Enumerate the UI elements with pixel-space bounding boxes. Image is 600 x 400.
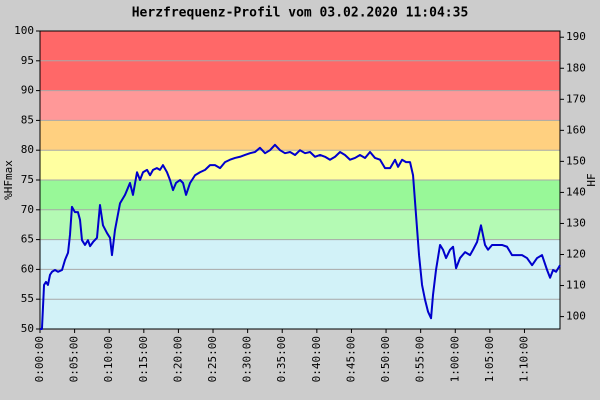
y-tick-label: 100	[14, 24, 34, 37]
y2-axis-label: HF	[585, 173, 598, 186]
y2-tick-label: 130	[566, 216, 586, 229]
y-tick-label: 55	[21, 292, 34, 305]
y2-tick-label: 190	[566, 30, 586, 43]
x-tick-label: 0:00:00	[33, 336, 46, 382]
zone-band	[40, 120, 560, 151]
zone-band	[40, 180, 560, 210]
x-tick-label: 0:35:00	[275, 336, 288, 382]
y-tick-label: 75	[21, 173, 34, 186]
y2-tick-label: 120	[566, 248, 586, 261]
hr-line	[40, 143, 561, 330]
y-tick-label: 70	[21, 203, 34, 216]
y-axis-label: %HFmax	[2, 160, 15, 200]
y-tick-label: 60	[21, 262, 34, 275]
x-tick-label: 0:40:00	[310, 336, 323, 382]
y2-tick-label: 150	[566, 154, 586, 167]
x-tick-label: 0:50:00	[379, 336, 392, 382]
x-tick-label: 0:30:00	[241, 336, 254, 382]
x-tick-label: 0:15:00	[137, 336, 150, 382]
y2-tick-label: 140	[566, 185, 586, 198]
y-tick-label: 85	[21, 113, 34, 126]
x-tick-label: 0:20:00	[171, 336, 184, 382]
x-tick-label: 0:10:00	[102, 336, 115, 382]
zone-band	[40, 209, 560, 240]
y-tick-label: 65	[21, 233, 34, 246]
y-tick-label: 80	[21, 143, 34, 156]
zone-band	[40, 90, 560, 121]
zone-band	[40, 150, 560, 180]
y2-tick-label: 110	[566, 279, 586, 292]
y-tick-label: 90	[21, 84, 34, 97]
x-tick-label: 1:00:00	[448, 336, 461, 382]
x-tick-label: 0:45:00	[344, 336, 357, 382]
y2-tick-label: 160	[566, 123, 586, 136]
y-tick-label: 50	[21, 322, 34, 335]
plot-border	[39, 30, 561, 330]
x-tick-label: 1:05:00	[483, 336, 496, 382]
y2-tick-label: 100	[566, 310, 586, 323]
x-tick-label: 0:25:00	[206, 336, 219, 382]
y2-tick-label: 180	[566, 61, 586, 74]
x-tick-label: 0:55:00	[414, 336, 427, 382]
chart-title: Herzfrequenz-Profil vom 03.02.2020 11:04…	[132, 6, 469, 21]
x-tick-label: 1:10:00	[517, 336, 530, 382]
zone-band	[40, 239, 560, 329]
y2-tick-label: 170	[566, 92, 586, 105]
y-tick-label: 95	[21, 54, 34, 67]
x-tick-label: 0:05:00	[68, 336, 81, 382]
